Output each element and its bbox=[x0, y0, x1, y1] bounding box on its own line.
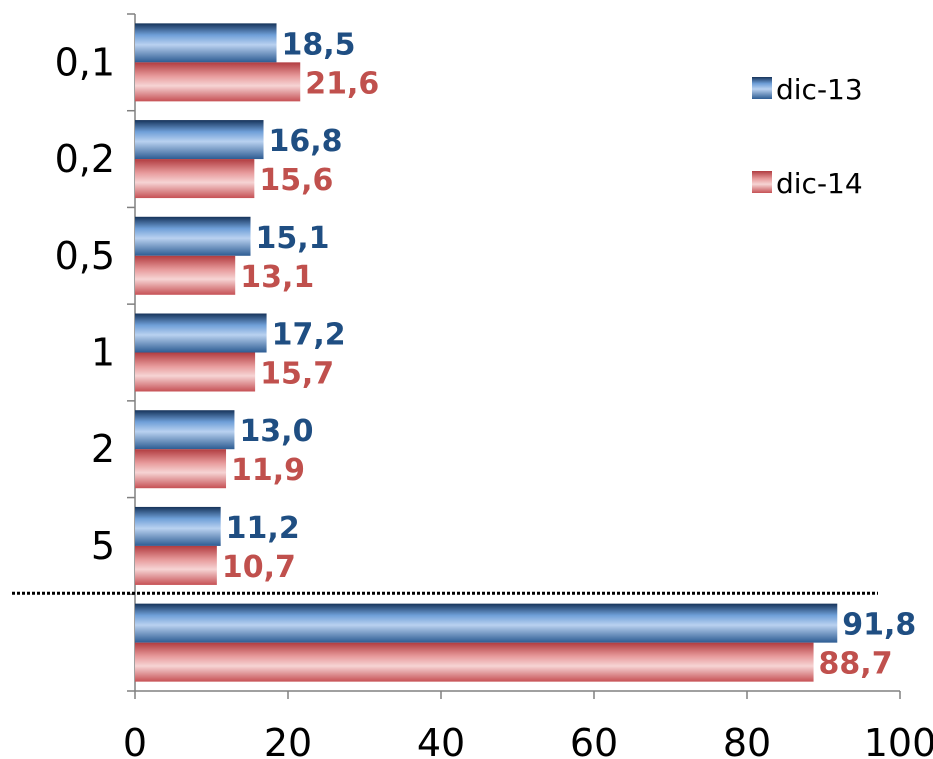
bar-dic-14 bbox=[135, 642, 814, 682]
y-tick-label: 1 bbox=[91, 331, 115, 375]
x-tick-label: 40 bbox=[417, 721, 465, 759]
data-label-dic-14: 13,1 bbox=[240, 260, 314, 295]
legend: dic-13 dic-14 bbox=[752, 73, 863, 200]
bar-dic-14 bbox=[135, 159, 255, 199]
x-tick-label: 0 bbox=[123, 721, 147, 759]
data-label-dic-14: 10,7 bbox=[222, 550, 296, 585]
bar-dic-14 bbox=[135, 352, 256, 392]
bar-dic-13 bbox=[135, 313, 267, 353]
x-tick-label: 20 bbox=[264, 721, 312, 759]
bar-dic-13 bbox=[135, 506, 221, 546]
data-label-dic-14: 15,6 bbox=[259, 163, 333, 198]
data-label-dic-13: 17,2 bbox=[272, 318, 346, 353]
data-label-dic-14: 11,9 bbox=[231, 453, 305, 488]
bar-dic-14 bbox=[135, 62, 301, 102]
axes: 0 20 40 60 80 100 0,1 0,2 0,5 1 2 5 bbox=[12, 13, 933, 759]
bar-dic-14 bbox=[135, 255, 236, 295]
y-tick-label: 0,2 bbox=[55, 137, 115, 181]
bar-dic-13 bbox=[135, 216, 251, 256]
bar-dic-13 bbox=[135, 410, 235, 450]
data-label-dic-13: 15,1 bbox=[256, 221, 330, 256]
data-label-dic-13: 16,8 bbox=[269, 124, 343, 159]
data-label-dic-14: 15,7 bbox=[260, 357, 334, 392]
bar-dic-13 bbox=[135, 23, 277, 63]
y-tick-label: 2 bbox=[91, 427, 115, 471]
y-tick-label: 5 bbox=[91, 524, 115, 568]
x-tick-label: 60 bbox=[570, 721, 618, 759]
legend-swatch-dic-14 bbox=[752, 171, 772, 193]
y-tick-label: 0,1 bbox=[55, 40, 115, 84]
legend-label-dic-13: dic-13 bbox=[776, 73, 863, 106]
legend-swatch-dic-13 bbox=[752, 77, 772, 99]
x-tick-label: 80 bbox=[723, 721, 771, 759]
bar-dic-14 bbox=[135, 545, 217, 585]
data-label-dic-14: 21,6 bbox=[305, 66, 379, 101]
bars bbox=[135, 23, 838, 682]
data-labels: 18,5 21,6 16,8 15,6 15,1 13,1 17,2 15,7 13,0 11,9… bbox=[222, 27, 916, 681]
data-label-dic-13: 18,5 bbox=[282, 27, 356, 62]
bar-dic-13 bbox=[135, 120, 264, 160]
data-label-dic-14: 88,7 bbox=[819, 647, 893, 682]
legend-label-dic-14: dic-14 bbox=[776, 167, 863, 200]
bar-dic-13 bbox=[135, 603, 838, 643]
y-tick-label: 0,5 bbox=[55, 234, 115, 278]
data-label-dic-13: 11,2 bbox=[226, 511, 300, 546]
data-label-dic-13: 91,8 bbox=[842, 608, 916, 643]
data-label-dic-13: 13,0 bbox=[239, 414, 313, 449]
bar-dic-14 bbox=[135, 449, 227, 489]
x-tick-label: 100 bbox=[864, 721, 933, 759]
